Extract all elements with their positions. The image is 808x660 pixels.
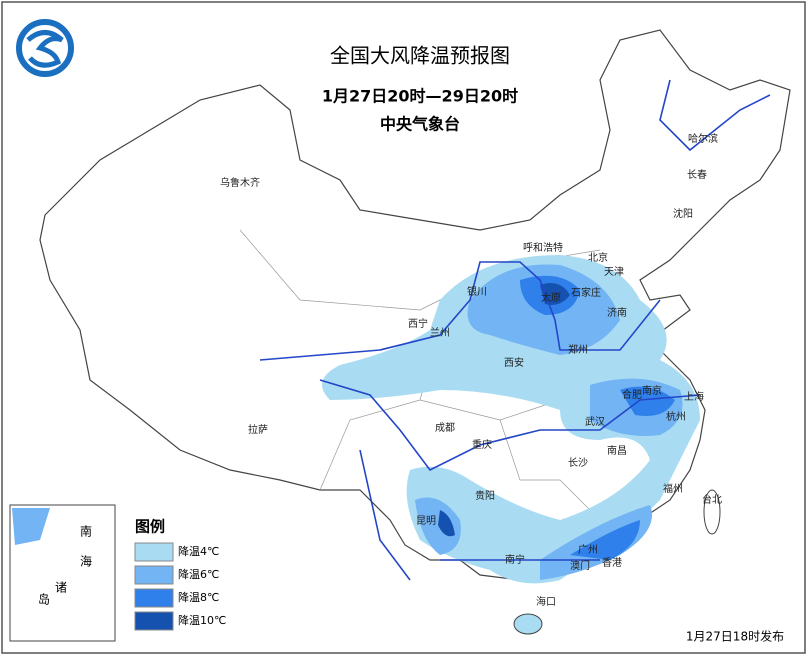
city-label: 贵阳 xyxy=(475,489,495,502)
city-label: 海口 xyxy=(536,595,556,608)
hainan xyxy=(513,613,543,635)
city-label: 天津 xyxy=(604,266,624,278)
city-label: 台北 xyxy=(702,493,722,506)
title: 全国大风降温预报图 xyxy=(330,44,510,68)
city-label: 昆明 xyxy=(416,515,436,527)
cooling-areas xyxy=(322,255,700,584)
logo xyxy=(16,19,74,77)
city-label: 重庆 xyxy=(472,438,492,451)
legend-label: 降温10℃ xyxy=(178,613,226,627)
city-label: 上海 xyxy=(684,390,704,403)
city-label: 香港 xyxy=(602,557,622,569)
legend-swatch xyxy=(134,588,174,608)
legend-swatch xyxy=(134,565,174,585)
inset: 南 海 诸 岛 xyxy=(9,504,116,642)
city-label: 南宁 xyxy=(505,553,525,566)
city-label: 合肥 xyxy=(622,388,642,401)
city-label: 广州 xyxy=(578,544,598,556)
city-label: 南京 xyxy=(642,384,662,397)
inset-label: 岛 xyxy=(38,592,50,607)
city-label: 拉萨 xyxy=(248,423,268,436)
city-label: 北京 xyxy=(588,251,608,264)
issuer: 中央气象台 xyxy=(380,115,460,134)
city-label: 太原 xyxy=(541,291,561,304)
city-label: 郑州 xyxy=(568,343,588,356)
period: 1月27日20时—29日20时 xyxy=(322,87,518,106)
footer: 1月27日18时发布 xyxy=(686,629,784,644)
rivers xyxy=(259,79,771,581)
legend: 降温4℃ 降温6℃ 降温8℃ 降温10℃ xyxy=(134,542,226,631)
city-label: 石家庄 xyxy=(571,286,601,299)
city-label: 成都 xyxy=(435,422,455,434)
city-label: 杭州 xyxy=(666,410,686,423)
inset-label: 南 xyxy=(80,524,92,539)
taiwan xyxy=(703,489,721,535)
city-label: 哈尔滨 xyxy=(688,132,718,145)
city-label: 银川 xyxy=(467,285,487,298)
city-label: 乌鲁木齐 xyxy=(220,176,260,189)
legend-swatch xyxy=(134,542,174,562)
city-label: 西安 xyxy=(504,356,524,369)
city-label: 西宁 xyxy=(408,317,428,330)
city-label: 兰州 xyxy=(430,326,450,339)
city-label: 澳门 xyxy=(570,559,590,572)
city-label: 武汉 xyxy=(585,415,605,428)
inset-label: 诸 xyxy=(55,581,67,595)
legend-title: 图例 xyxy=(135,518,165,536)
city-label: 福州 xyxy=(663,482,683,495)
city-label: 长春 xyxy=(687,169,707,181)
legend-label: 降温8℃ xyxy=(178,590,219,604)
legend-swatch xyxy=(134,611,174,631)
city-label: 长沙 xyxy=(568,457,588,469)
city-label: 沈阳 xyxy=(673,207,693,220)
inset-label: 海 xyxy=(80,554,92,569)
country-outline xyxy=(39,29,791,581)
legend-label: 降温6℃ xyxy=(178,567,219,581)
city-label: 呼和浩特 xyxy=(523,242,563,254)
city-label: 济南 xyxy=(607,306,627,319)
city-label: 南昌 xyxy=(607,444,627,457)
legend-label: 降温4℃ xyxy=(178,544,219,558)
